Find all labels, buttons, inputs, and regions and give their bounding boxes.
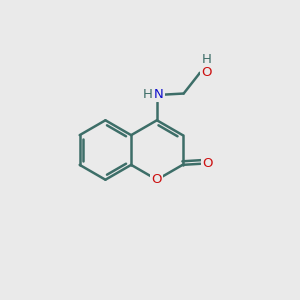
Text: H: H bbox=[142, 88, 152, 100]
Text: O: O bbox=[152, 173, 162, 186]
Text: O: O bbox=[201, 66, 212, 79]
Text: O: O bbox=[202, 157, 213, 170]
Text: N: N bbox=[154, 88, 163, 100]
Text: H: H bbox=[202, 53, 212, 66]
